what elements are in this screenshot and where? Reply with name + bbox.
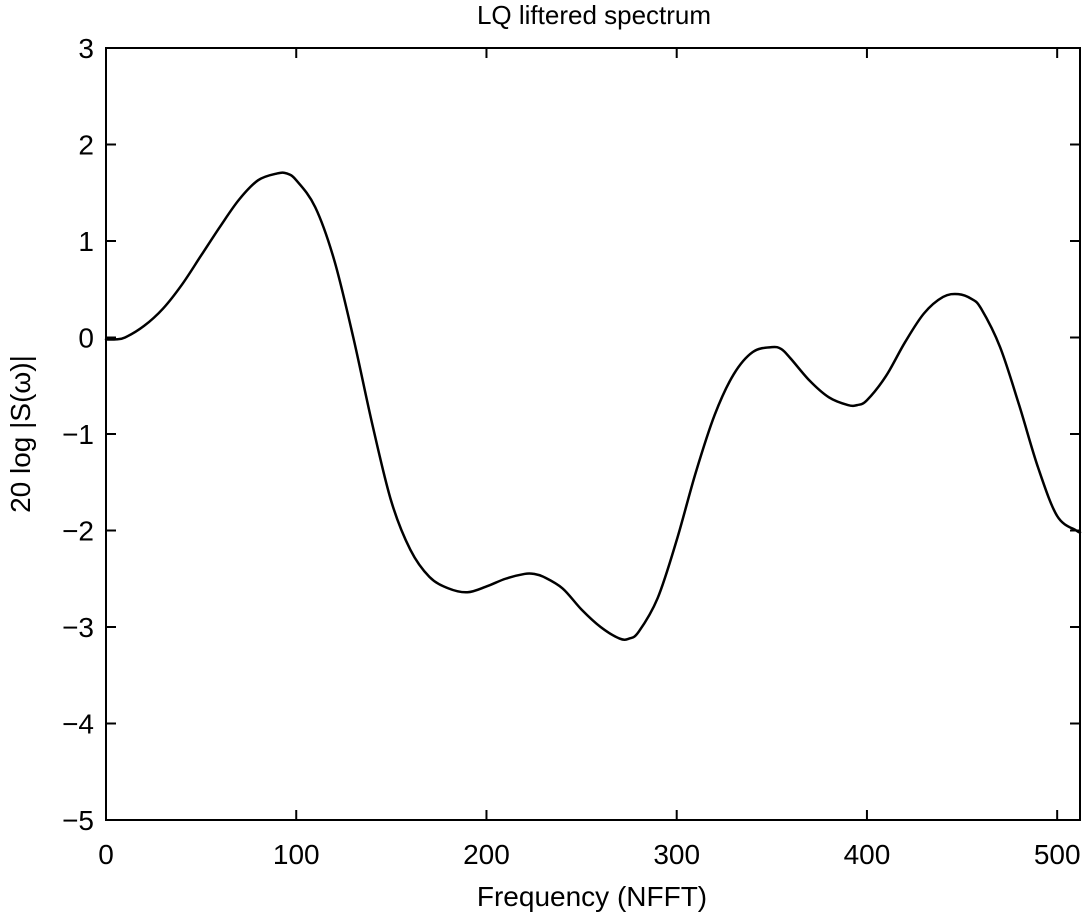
x-tick-label: 500 [1034, 839, 1081, 870]
x-tick-label: 400 [844, 839, 891, 870]
y-tick-label: 1 [78, 226, 94, 257]
y-tick-label: 2 [78, 130, 94, 161]
y-tick-label: −3 [62, 612, 94, 643]
y-axis-tick-labels: 3 2 1 0 −1 −2 −3 −4 −5 [62, 33, 94, 836]
y-tick-label: −1 [62, 419, 94, 450]
y-tick-label: −4 [62, 709, 94, 740]
y-tick-label: 3 [78, 33, 94, 64]
x-tick-label: 300 [653, 839, 700, 870]
spectrum-series-line [104, 171, 1082, 641]
chart-title: LQ liftered spectrum [477, 0, 711, 30]
x-axis-tick-labels: 0 100 200 300 400 500 [98, 839, 1080, 870]
y-tick-label: −2 [62, 516, 94, 547]
y-axis-label: 20 log |S(ω)| [5, 355, 36, 513]
y-axis-ticks [106, 47, 1080, 821]
y-tick-label: 0 [78, 323, 94, 354]
plot-area-frame [105, 47, 1081, 821]
x-tick-label: 200 [463, 839, 510, 870]
x-tick-label: 0 [98, 839, 114, 870]
x-axis-ticks [105, 48, 1059, 820]
x-axis-label: Frequency (NFFT) [477, 881, 707, 912]
y-tick-label: −5 [62, 805, 94, 836]
x-tick-label: 100 [273, 839, 320, 870]
